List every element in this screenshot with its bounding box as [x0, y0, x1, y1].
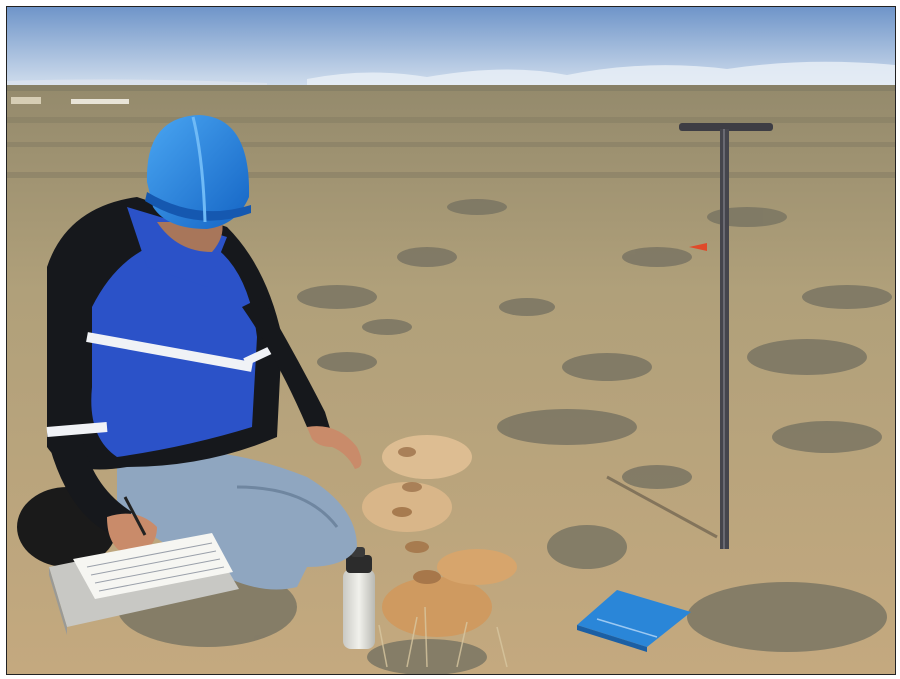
probe-shadow	[606, 475, 718, 539]
far-vegetation-rows	[7, 117, 895, 178]
far-snow-patch	[11, 97, 41, 104]
foreground-grass	[378, 606, 508, 668]
distant-clouds	[307, 61, 895, 89]
sagebrush	[117, 199, 892, 674]
far-snow-patch	[71, 99, 129, 104]
clipboard	[49, 533, 239, 635]
blue-binder	[577, 590, 691, 652]
soil-probe	[679, 123, 773, 549]
field-worker	[17, 115, 362, 590]
soil-piles	[362, 435, 517, 637]
horizon-line	[7, 85, 895, 91]
water-bottle	[343, 547, 375, 649]
photo-frame	[6, 6, 896, 675]
field-photo	[7, 7, 895, 674]
